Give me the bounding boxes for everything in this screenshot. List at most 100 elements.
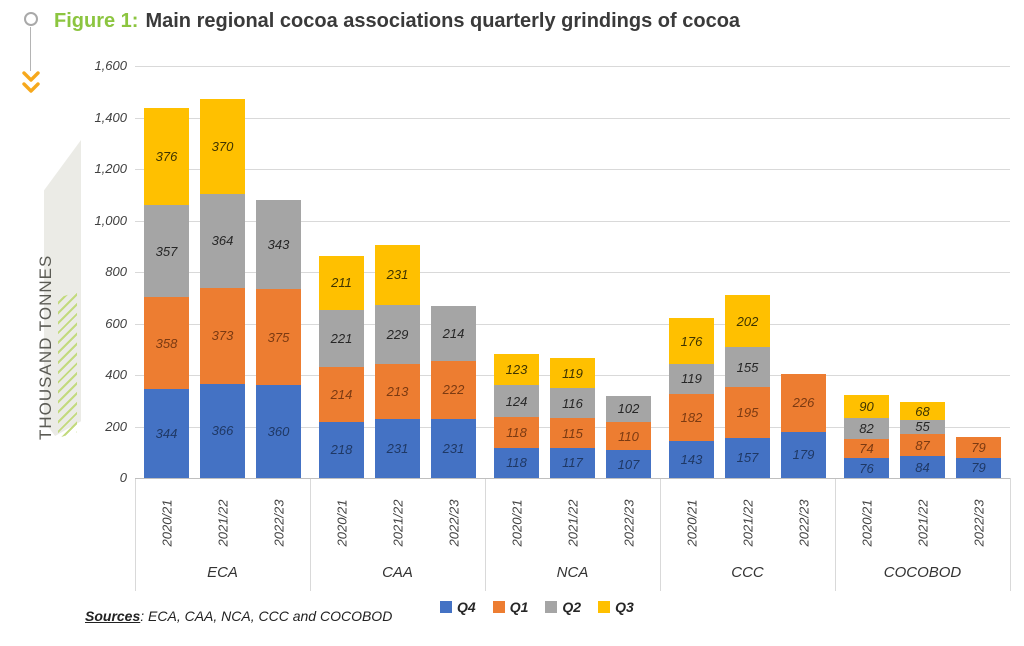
gridline-1,600 [135, 66, 1010, 67]
segment-CCC-2021/22-Q1: 195 [725, 387, 770, 438]
segment-CCC-2020/21-Q2: 119 [669, 363, 714, 395]
segment-NCA-2020/21-Q2: 124 [494, 385, 539, 418]
segment-ECA-2020/21-Q1: 358 [144, 297, 189, 390]
xaxis-year-label-COCOBOD-2021/22: 2021/22 [915, 499, 930, 547]
yaxis-tick-label: 1,600 [94, 58, 127, 73]
segment-ECA-2020/21-Q2: 357 [144, 205, 189, 298]
xaxis-year-label-NCA-2020/21: 2020/21 [509, 499, 524, 547]
legend-label-Q4: Q4 [457, 599, 476, 615]
segment-CCC-2020/21-Q4: 143 [669, 441, 714, 478]
xaxis-year-label-CAA-2022/23: 2022/23 [446, 499, 461, 547]
segment-ECA-2021/22-Q1: 373 [200, 287, 245, 384]
yaxis-tick-label: 400 [105, 367, 127, 382]
segment-COCOBOD-2020/21-Q4: 76 [844, 458, 889, 478]
legend-item-Q1: Q1 [492, 599, 529, 615]
segment-ECA-2021/22-Q2: 364 [200, 193, 245, 288]
xaxis-year-label-ECA-2021/22: 2021/22 [215, 499, 230, 547]
category-divider [135, 478, 136, 591]
segment-CAA-2021/22-Q1: 213 [375, 363, 420, 419]
segment-NCA-2020/21-Q3: 123 [494, 353, 539, 386]
segment-CAA-2021/22-Q4: 231 [375, 418, 420, 478]
segment-CAA-2022/23-Q4: 231 [431, 418, 476, 478]
segment-COCOBOD-2020/21-Q1: 74 [844, 439, 889, 459]
xaxis-group-label-NCA: NCA [556, 564, 589, 581]
sources-note: Sources: ECA, CAA, NCA, CCC and COCOBOD [85, 608, 392, 624]
gridline-800 [135, 272, 1010, 273]
segment-COCOBOD-2022/23-Q1: 79 [956, 437, 1001, 458]
segment-CAA-2021/22-Q3: 231 [375, 245, 420, 305]
xaxis-year-label-NCA-2021/22: 2021/22 [565, 499, 580, 547]
chart-legend: Q4 Q1 Q2 Q3 [440, 599, 634, 615]
segment-CAA-2022/23-Q2: 214 [431, 306, 476, 362]
legend-label-Q3: Q3 [615, 599, 634, 615]
legend-label-Q1: Q1 [509, 599, 529, 615]
legend-swatch-Q2 [545, 601, 558, 613]
xaxis-year-label-CCC-2020/21: 2020/21 [684, 499, 699, 547]
segment-CAA-2021/22-Q2: 229 [375, 304, 420, 364]
yaxis-tick-label: 600 [105, 315, 127, 331]
segment-COCOBOD-2021/22-Q2: 55 [900, 419, 945, 434]
category-divider [310, 478, 311, 591]
segment-CAA-2022/23-Q1: 222 [431, 361, 476, 419]
xaxis-year-label-CCC-2022/23: 2022/23 [796, 499, 811, 547]
segment-CAA-2020/21-Q2: 221 [319, 309, 364, 367]
bullet-circle-icon [24, 12, 38, 26]
segment-NCA-2022/23-Q4: 107 [606, 450, 651, 478]
category-divider [835, 478, 836, 591]
figure-title-row: Figure 1: Main regional cocoa association… [54, 8, 740, 34]
sources-text: : ECA, CAA, NCA, CCC and COCOBOD [140, 608, 393, 624]
segment-CAA-2020/21-Q1: 214 [319, 366, 364, 422]
xaxis-year-label-ECA-2022/23: 2022/23 [271, 499, 286, 547]
segment-ECA-2021/22-Q3: 370 [200, 98, 245, 194]
legend-swatch-Q1 [492, 601, 505, 613]
yaxis-tick-label: 1,000 [94, 212, 127, 228]
segment-NCA-2021/22-Q3: 119 [550, 357, 595, 389]
segment-CCC-2020/21-Q3: 176 [669, 318, 714, 364]
segment-ECA-2022/23-Q2: 343 [256, 200, 301, 289]
yaxis-tick-label: 1,400 [94, 109, 127, 125]
xaxis-group-label-COCOBOD: COCOBOD [883, 564, 962, 581]
gridline-600 [135, 323, 1010, 325]
figure-label: Figure 1: [54, 10, 139, 32]
segment-COCOBOD-2020/21-Q2: 82 [844, 418, 889, 440]
category-divider [660, 478, 661, 591]
segment-NCA-2022/23-Q1: 110 [606, 422, 651, 451]
segment-NCA-2021/22-Q1: 115 [550, 418, 595, 448]
xaxis-year-label-NCA-2022/23: 2022/23 [621, 499, 636, 547]
yaxis-tick-label: 1,200 [94, 161, 127, 176]
segment-NCA-2020/21-Q1: 118 [494, 417, 539, 448]
legend-item-Q4: Q4 [440, 599, 476, 615]
yaxis-tick-label: 200 [105, 418, 127, 434]
xaxis-year-label-CCC-2021/22: 2021/22 [740, 499, 755, 547]
xaxis-year-label-CAA-2021/22: 2021/22 [390, 499, 405, 547]
segment-CCC-2021/22-Q3: 202 [725, 295, 770, 348]
category-divider [1010, 478, 1011, 591]
segment-ECA-2020/21-Q4: 344 [144, 389, 189, 478]
legend-item-Q3: Q3 [598, 599, 634, 615]
yaxis-tick-label: 0 [119, 470, 127, 485]
segment-CAA-2020/21-Q4: 218 [319, 421, 364, 478]
xaxis-line [135, 478, 1010, 479]
gridline-1,400 [135, 117, 1010, 119]
segment-CCC-2022/23-Q4: 179 [781, 431, 826, 478]
yaxis-tick-label: 800 [105, 264, 127, 279]
segment-COCOBOD-2022/23-Q4: 79 [956, 457, 1001, 478]
connector-line [30, 27, 31, 71]
segment-NCA-2022/23-Q2: 102 [606, 395, 651, 423]
segment-ECA-2020/21-Q3: 376 [144, 108, 189, 206]
xaxis-group-label-CCC: CCC [731, 564, 764, 581]
xaxis-year-label-COCOBOD-2022/23: 2022/23 [971, 499, 986, 547]
segment-ECA-2021/22-Q4: 366 [200, 383, 245, 478]
segment-NCA-2020/21-Q4: 118 [494, 447, 539, 478]
segment-COCOBOD-2021/22-Q4: 84 [900, 456, 945, 478]
segment-COCOBOD-2021/22-Q1: 87 [900, 433, 945, 457]
legend-swatch-Q3 [598, 601, 611, 613]
yaxis-ribbon-hatch [58, 292, 77, 438]
segment-ECA-2022/23-Q1: 375 [256, 288, 301, 386]
segment-NCA-2021/22-Q2: 116 [550, 388, 595, 419]
segment-NCA-2021/22-Q4: 117 [550, 447, 595, 478]
segment-COCOBOD-2021/22-Q3: 68 [900, 402, 945, 420]
gridline-1,000 [135, 220, 1010, 222]
